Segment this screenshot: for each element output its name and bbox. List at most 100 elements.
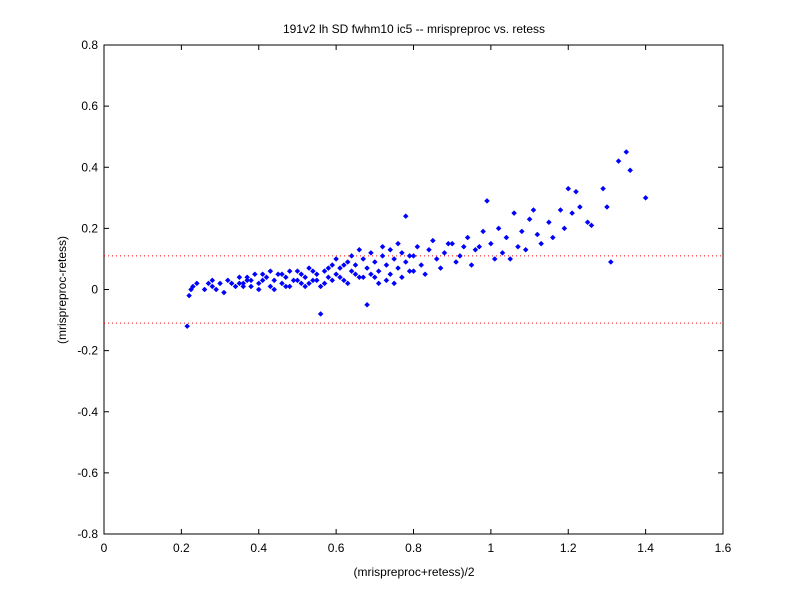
data-point [333,271,339,278]
y-tick-label: -0.4 [77,405,98,419]
data-point [294,268,301,275]
data-point [267,283,274,290]
data-point [368,271,374,278]
data-point [584,219,591,226]
data-point [321,268,328,275]
data-point [422,271,428,278]
data-point [263,274,270,281]
data-point [344,259,351,265]
data-point [213,286,220,293]
data-point [429,237,436,244]
data-point [286,283,293,290]
plot-area: 0 0.2 0.4 0.6 0.8 1 1.2 1.4 1.6 -0.8 -0.6 -0.4 -0.2 0… [77,38,731,555]
y-tick-label: -0.8 [77,527,98,541]
data-point [406,268,413,275]
data-point [209,283,216,290]
data-point [410,253,417,259]
data-point [184,323,191,330]
data-point [228,280,235,287]
y-axis-label: (mrispreproc-retess) [55,236,69,344]
data-point [325,265,332,271]
data-point [352,262,359,268]
data-point [248,277,254,284]
y-tick-label: 0.8 [81,38,98,52]
data-point [190,283,196,290]
x-tick-label: 1 [488,541,495,555]
data-point [337,274,343,281]
y-tick-label: -0.6 [77,466,98,480]
data-point [402,213,409,220]
data-point [561,225,568,232]
data-point [236,280,243,287]
data-point [507,256,514,262]
data-point [379,243,386,250]
data-point [267,268,274,275]
data-point [488,240,494,247]
data-point [577,204,583,210]
data-point [193,280,200,287]
data-point [557,207,564,213]
data-point [186,292,192,299]
data-point [282,283,289,290]
data-point [259,271,266,278]
data-point [391,256,398,262]
data-point [310,277,316,284]
data-point [418,262,425,268]
data-point [271,277,278,284]
data-point [615,158,622,164]
data-point [341,277,347,284]
data-point [375,280,382,287]
y-tick-label: 0.4 [81,160,98,174]
y-tick-label: 0.6 [81,99,98,113]
data-point [410,268,417,275]
x-tick-label: 0.4 [250,541,267,555]
data-point [360,274,367,281]
data-point [538,240,545,247]
data-point [310,268,316,275]
data-point [252,271,258,278]
y-tick-label: 0 [91,283,98,297]
data-point [224,277,231,284]
data-point [437,265,444,271]
data-point [604,204,610,210]
data-point [387,271,394,278]
chart-title: 191v2 lh SD fwhm10 ic5 -- mrispreproc vs… [283,22,545,36]
data-point [623,149,630,155]
data-point [569,210,575,216]
data-point [464,234,471,241]
data-point [453,259,459,265]
x-tick-label: 0.6 [328,541,345,555]
data-point [282,274,289,281]
y-tick-label: 0.2 [81,221,98,235]
data-point [329,277,336,284]
data-point [441,249,448,256]
data-point [364,265,370,271]
data-point [244,274,250,281]
data-point [499,249,506,256]
data-point [484,198,490,204]
data-point [298,280,305,287]
data-point [232,283,239,290]
data-point [371,274,378,281]
data-point [244,277,250,284]
data-point [491,256,498,262]
data-point [317,283,324,290]
data-point [495,225,502,232]
x-tick-label: 0.8 [405,541,422,555]
data-point [627,167,634,174]
data-point [321,280,328,287]
data-point [302,274,309,281]
data-point [526,216,533,223]
data-point [402,259,409,265]
data-point [503,234,510,241]
data-point [236,274,243,281]
data-point [449,240,456,247]
data-point [325,274,332,281]
data-point [375,268,382,275]
data-point [248,283,254,290]
data-point [600,185,606,192]
data-point [518,228,525,235]
data-point [306,280,312,287]
